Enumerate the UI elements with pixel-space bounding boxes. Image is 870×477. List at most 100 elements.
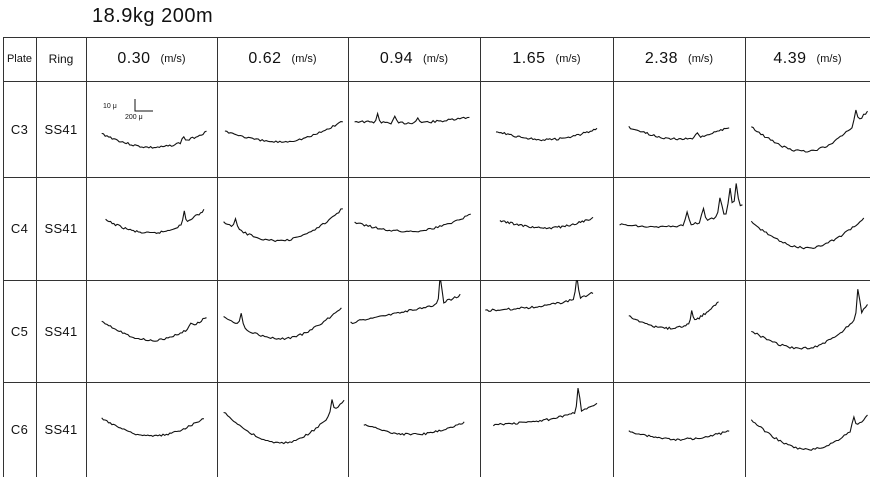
profile-trace-graphic bbox=[499, 216, 594, 230]
profile-trace-line bbox=[354, 111, 470, 125]
header-plate: Plate bbox=[6, 53, 33, 65]
ring-label: SS41 bbox=[44, 121, 78, 137]
profile-trace-graphic bbox=[628, 125, 730, 141]
profile-trace-cell bbox=[348, 177, 480, 280]
column-divider bbox=[86, 37, 87, 477]
profile-trace-line bbox=[223, 307, 342, 341]
speed-value: 1.65 bbox=[512, 50, 546, 67]
profile-trace-line bbox=[751, 289, 868, 350]
header-speed: 2.38 (m/s) bbox=[613, 37, 745, 81]
profile-trace-line bbox=[101, 317, 207, 342]
header-speed: 0.30 (m/s) bbox=[86, 37, 217, 81]
profile-trace-graphic bbox=[751, 109, 868, 153]
row-divider bbox=[3, 177, 870, 178]
profile-trace-line bbox=[628, 125, 730, 141]
table-border-left bbox=[3, 37, 4, 477]
column-divider bbox=[36, 37, 37, 477]
column-divider bbox=[745, 37, 746, 477]
profile-trace-cell bbox=[480, 177, 613, 280]
profile-trace-graphic bbox=[354, 111, 470, 125]
speed-unit: (m/s) bbox=[816, 53, 842, 65]
speed-unit: (m/s) bbox=[423, 53, 449, 65]
profile-trace-graphic bbox=[628, 301, 719, 331]
profile-trace-cell bbox=[348, 382, 480, 477]
profile-trace-line bbox=[499, 216, 594, 230]
speed-unit: (m/s) bbox=[160, 53, 186, 65]
speed-value: 0.62 bbox=[248, 50, 282, 67]
scale-bar-graphic bbox=[134, 99, 153, 112]
profile-trace-line bbox=[492, 387, 598, 427]
speed-value: 0.30 bbox=[117, 50, 151, 67]
speed-value: 4.39 bbox=[773, 50, 807, 67]
profile-trace-cell bbox=[480, 280, 613, 382]
scale-bar: 10 μ 200 μ bbox=[103, 97, 173, 123]
ring-label: SS41 bbox=[44, 422, 78, 437]
scale-horizontal-label: 200 μ bbox=[125, 114, 143, 121]
profile-trace-cell bbox=[217, 280, 348, 382]
profile-trace-graphic bbox=[223, 208, 343, 243]
profile-trace-graphic bbox=[363, 421, 465, 436]
speed-unit: (m/s) bbox=[555, 53, 581, 65]
profile-trace-line bbox=[751, 109, 868, 153]
page-title: 18.9kg 200m bbox=[92, 5, 214, 27]
profile-trace-graphic bbox=[750, 414, 868, 451]
profile-trace-graphic bbox=[619, 183, 743, 229]
profile-trace-line bbox=[628, 430, 730, 442]
column-divider bbox=[348, 37, 349, 477]
profile-trace-cell bbox=[745, 177, 870, 280]
profile-trace-cell bbox=[217, 382, 348, 477]
profile-trace-line bbox=[495, 127, 598, 142]
profile-trace-graphic bbox=[350, 280, 461, 325]
table-border-top bbox=[3, 37, 870, 38]
profile-trace-cell bbox=[86, 81, 217, 177]
profile-trace-line bbox=[223, 208, 343, 243]
profile-trace-cell bbox=[348, 81, 480, 177]
profile-trace-line bbox=[354, 213, 471, 233]
row-divider bbox=[3, 280, 870, 281]
profile-trace-line bbox=[619, 183, 743, 229]
profile-trace-line bbox=[363, 421, 465, 436]
header-speed: 4.39 (m/s) bbox=[745, 37, 870, 81]
profile-trace-line bbox=[105, 209, 205, 235]
profile-trace-graphic bbox=[628, 430, 730, 442]
profile-trace-cell bbox=[613, 81, 745, 177]
profile-trace-graphic bbox=[485, 280, 594, 312]
profile-trace-graphic bbox=[223, 307, 342, 341]
profile-trace-graphic bbox=[223, 399, 345, 445]
speed-value: 0.94 bbox=[379, 50, 414, 67]
column-divider bbox=[217, 37, 218, 477]
header-divider bbox=[3, 81, 870, 82]
profile-trace-graphic bbox=[101, 130, 207, 149]
profile-trace-graphic bbox=[492, 387, 598, 427]
profile-trace-line bbox=[485, 280, 594, 312]
plate-label: C4 bbox=[10, 221, 29, 236]
profile-trace-cell bbox=[745, 382, 870, 477]
profile-trace-cell bbox=[613, 177, 745, 280]
header-speed: 1.65 (m/s) bbox=[480, 37, 613, 81]
header-speed: 0.62 (m/s) bbox=[217, 37, 348, 81]
speed-value: 2.38 bbox=[644, 50, 679, 67]
speed-unit: (m/s) bbox=[291, 53, 317, 65]
profile-trace-line bbox=[350, 280, 461, 325]
speed-unit: (m/s) bbox=[688, 53, 714, 65]
ring-label: SS41 bbox=[44, 221, 78, 236]
profile-trace-graphic bbox=[750, 217, 865, 250]
row-divider bbox=[3, 382, 870, 383]
profile-trace-cell bbox=[745, 81, 870, 177]
plate-label: C6 bbox=[10, 422, 29, 437]
profile-trace-graphic bbox=[495, 127, 598, 142]
profile-trace-line bbox=[750, 414, 868, 451]
profile-trace-line bbox=[101, 130, 207, 149]
profile-trace-line bbox=[224, 121, 343, 144]
profile-trace-graphic bbox=[101, 417, 204, 438]
profile-trace-cell bbox=[86, 382, 217, 477]
profile-trace-cell bbox=[613, 382, 745, 477]
column-divider bbox=[480, 37, 481, 477]
header-ring: Ring bbox=[48, 52, 74, 66]
profile-trace-line bbox=[101, 417, 204, 438]
plate-label: C5 bbox=[10, 323, 29, 339]
profile-trace-line bbox=[750, 217, 865, 250]
ring-label: SS41 bbox=[44, 323, 78, 339]
plate-label: C3 bbox=[10, 121, 29, 137]
profile-trace-cell bbox=[217, 81, 348, 177]
